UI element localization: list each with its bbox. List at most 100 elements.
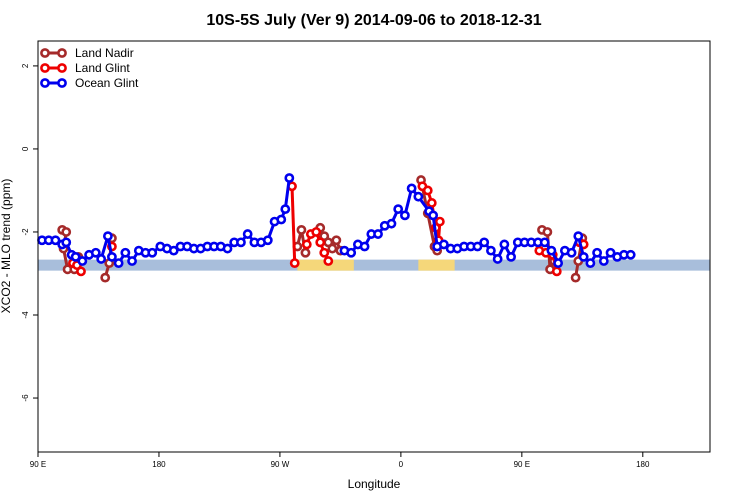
point-land-nadir-4-3 (327, 243, 338, 254)
point-ocean-glint-1-21 (479, 237, 490, 248)
chart-title: 10S-5S July (Ver 9) 2014-09-06 to 2018-1… (206, 12, 541, 29)
series-land-glint (68, 181, 589, 277)
point-ocean-glint-1-15 (438, 239, 449, 250)
point-ocean-glint-1-40 (605, 247, 616, 258)
point-ocean-glint-1-35 (573, 231, 584, 242)
point-ocean-glint-0-14 (120, 247, 131, 258)
x-tick-label-3: 0 (399, 460, 404, 469)
point-ocean-glint-0-32 (242, 229, 253, 239)
y-axis-label: XCO2 - MLO trend (ppm) (0, 179, 13, 314)
legend-marker-left-land-nadir (40, 48, 50, 58)
point-ocean-glint-0-35 (262, 235, 273, 246)
point-land-nadir-0-1 (61, 227, 72, 237)
legend-item-land-nadir: Land Nadir (40, 46, 134, 60)
point-ocean-glint-1-30 (539, 237, 550, 248)
point-ocean-glint-1-7 (386, 218, 397, 229)
series-ocean-glint (37, 173, 636, 269)
plot-frame (37, 40, 711, 453)
point-ocean-glint-0-18 (147, 247, 158, 258)
point-ocean-glint-1-39 (598, 256, 609, 266)
point-ocean-glint-0-9 (90, 247, 101, 258)
point-ocean-glint-0-38 (280, 204, 291, 215)
point-ocean-glint-1-25 (506, 251, 516, 262)
point-ocean-glint-1-10 (406, 183, 417, 194)
point-land-nadir-7-0 (570, 272, 581, 283)
point-ocean-glint-0-4 (61, 237, 72, 248)
point-ocean-glint-0-7 (77, 256, 88, 266)
point-ocean-glint-1-38 (592, 247, 603, 258)
point-ocean-glint-1-32 (553, 258, 564, 269)
point-ocean-glint-0-15 (127, 256, 137, 266)
point-land-nadir-6-1 (542, 227, 553, 237)
point-ocean-glint-1-31 (546, 245, 557, 256)
series-layer (37, 173, 636, 283)
legend-label-land-nadir: Land Nadir (75, 46, 134, 60)
point-ocean-glint-0-37 (276, 214, 287, 225)
series-line-land-glint-2 (290, 186, 297, 264)
y-tick-label-1: 0 (21, 146, 30, 151)
y-tick-label-3: -4 (21, 311, 30, 319)
point-land-glint-2-1 (289, 258, 300, 269)
point-ocean-glint-1-34 (566, 247, 577, 258)
point-land-glint-5-3 (551, 266, 562, 277)
point-ocean-glint-1-37 (585, 258, 596, 269)
point-land-nadir-2-0 (100, 272, 111, 283)
point-ocean-glint-1-11 (413, 191, 424, 202)
x-axis: 90 E 180 90 W 0 90 E 180 (30, 452, 650, 469)
point-ocean-glint-1-43 (625, 249, 636, 260)
point-ocean-glint-1-20 (472, 241, 483, 252)
point-ocean-glint-0-6 (70, 251, 81, 262)
point-land-glint-3-3 (315, 237, 326, 248)
point-ocean-glint-1-22 (486, 245, 496, 256)
point-land-glint-4-1 (422, 185, 433, 196)
point-land-glint-4-2 (426, 198, 437, 208)
legend-item-land-glint: Land Glint (40, 61, 130, 75)
point-land-nadir-3-1 (296, 224, 307, 235)
point-ocean-glint-0-31 (236, 237, 246, 248)
legend-marker-left-ocean-glint (40, 78, 50, 88)
point-ocean-glint-1-8 (393, 204, 404, 215)
point-ocean-glint-0-12 (107, 251, 117, 262)
y-tick-label-0: 2 (21, 63, 30, 68)
point-ocean-glint-0-11 (102, 231, 113, 242)
point-land-glint-0-2 (76, 266, 86, 277)
point-land-glint-3-0 (301, 239, 312, 250)
legend-marker-right-ocean-glint (57, 78, 67, 88)
legend-item-ocean-glint: Ocean Glint (40, 76, 139, 90)
x-tick-label-0: 90 E (30, 460, 46, 469)
legend-marker-left-land-glint (40, 63, 50, 73)
legend-label-land-glint: Land Glint (75, 61, 130, 75)
x-tick-label-2: 90 W (271, 460, 290, 469)
point-land-nadir-4-4 (331, 235, 342, 246)
point-ocean-glint-1-36 (578, 251, 589, 262)
x-axis-label: Longitude (348, 477, 401, 491)
y-tick-label-4: -6 (21, 394, 30, 402)
point-ocean-glint-0-2 (50, 235, 61, 246)
point-ocean-glint-1-5 (373, 229, 383, 239)
point-ocean-glint-1-1 (346, 247, 357, 258)
x-tick-label-1: 180 (152, 460, 166, 469)
legend-label-ocean-glint: Ocean Glint (75, 76, 139, 90)
x-tick-label-4: 90 E (514, 460, 530, 469)
y-tick-label-2: -2 (21, 228, 30, 236)
point-land-nadir-3-2 (300, 247, 311, 258)
point-land-glint-3-4 (319, 247, 330, 258)
point-land-glint-4-5 (434, 216, 445, 227)
point-ocean-glint-0-29 (222, 243, 233, 254)
y-axis: 2 0 -2 -4 -6 (21, 63, 38, 402)
point-ocean-glint-0-13 (113, 258, 124, 269)
point-land-glint-3-2 (311, 227, 322, 237)
x-tick-label-5: 180 (636, 460, 650, 469)
point-ocean-glint-1-23 (492, 254, 503, 264)
point-ocean-glint-1-13 (428, 210, 439, 221)
point-ocean-glint-0-21 (168, 245, 179, 256)
point-ocean-glint-1-9 (400, 210, 410, 221)
point-ocean-glint-1-24 (499, 239, 510, 250)
legend-marker-right-land-glint (57, 63, 67, 73)
point-ocean-glint-0-39 (284, 173, 295, 183)
legend-marker-right-land-nadir (57, 48, 67, 58)
point-ocean-glint-1-3 (359, 241, 370, 252)
point-land-glint-3-5 (323, 256, 334, 266)
